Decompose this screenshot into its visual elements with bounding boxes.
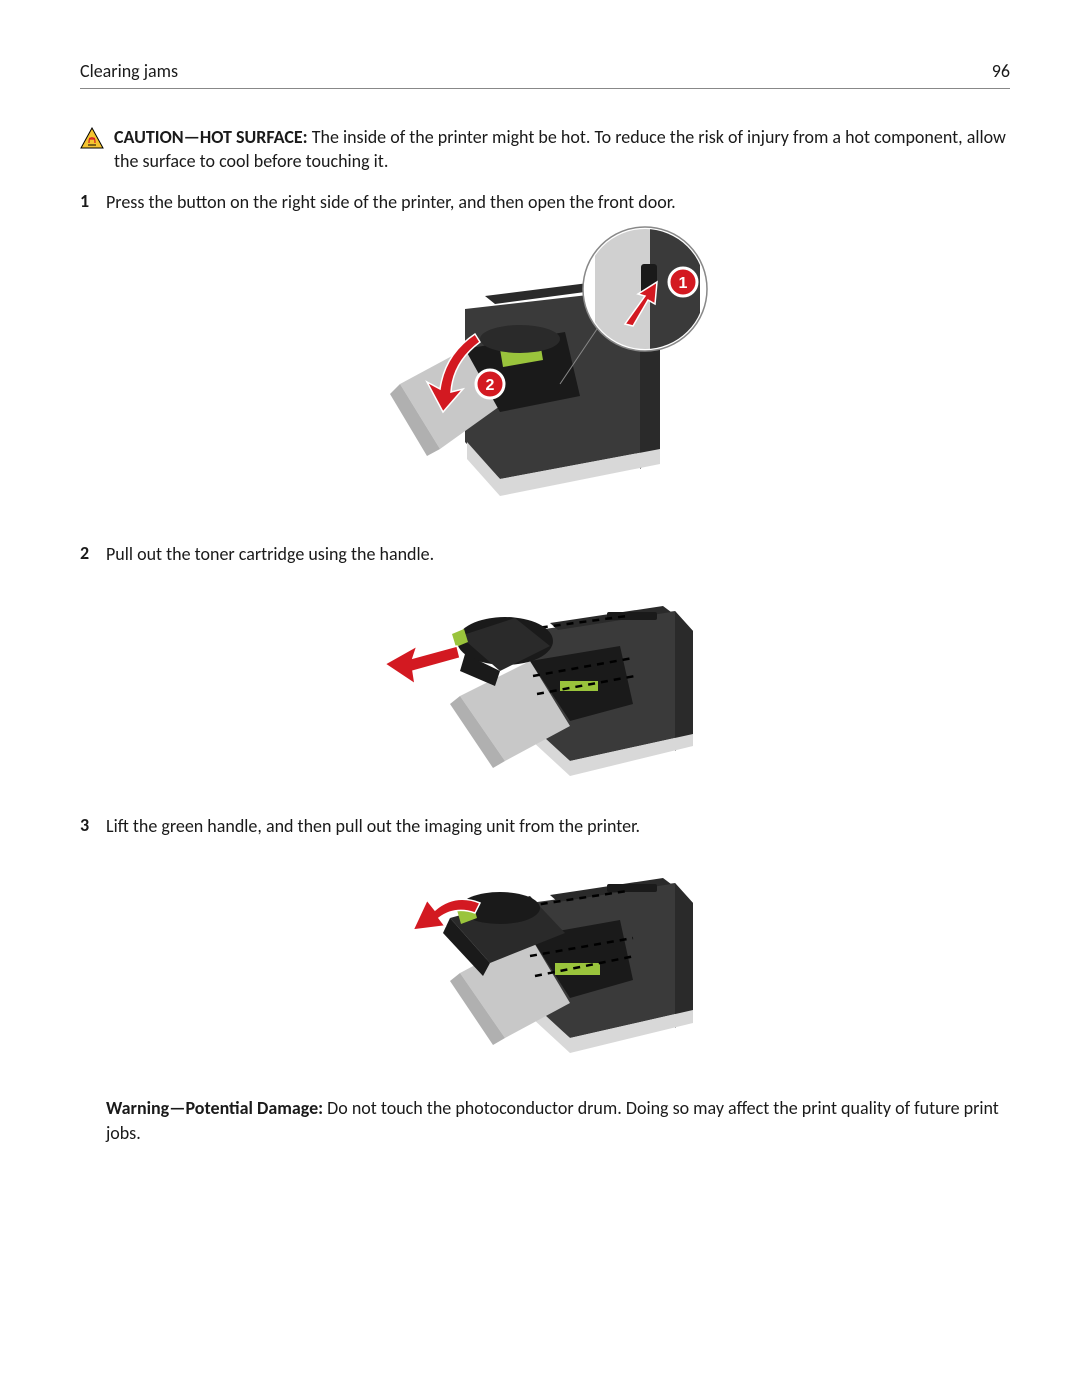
step-text: Pull out the toner cartridge using the h… xyxy=(106,542,434,566)
caution-hot-icon xyxy=(80,127,104,154)
figure-1: 1 2 xyxy=(80,224,1010,514)
figure-3 xyxy=(80,848,1010,1068)
step-2: 2 Pull out the toner cartridge using the… xyxy=(80,542,1010,566)
figure-2 xyxy=(80,576,1010,786)
caution-block: CAUTION—HOT SURFACE: The inside of the p… xyxy=(80,125,1010,174)
warning-block: Warning—Potential Damage: Do not touch t… xyxy=(106,1096,1010,1145)
step-3: 3 Lift the green handle, and then pull o… xyxy=(80,814,1010,838)
step-number: 3 xyxy=(80,814,94,836)
step-text: Lift the green handle, and then pull out… xyxy=(106,814,640,838)
warning-bold: Warning—Potential Damage: xyxy=(106,1097,323,1119)
page-header: Clearing jams 96 xyxy=(80,60,1010,89)
header-title: Clearing jams xyxy=(80,60,178,82)
step-text: Press the button on the right side of th… xyxy=(106,190,676,214)
svg-text:1: 1 xyxy=(679,275,688,292)
step-number: 1 xyxy=(80,190,94,212)
document-page: Clearing jams 96 CAUTION—HOT SURFACE: Th… xyxy=(0,0,1080,1225)
step-number: 2 xyxy=(80,542,94,564)
svg-text:2: 2 xyxy=(486,377,495,394)
step-1: 1 Press the button on the right side of … xyxy=(80,190,1010,214)
caution-bold: CAUTION—HOT SURFACE: xyxy=(114,126,308,148)
header-page-number: 96 xyxy=(992,60,1010,82)
caution-text: CAUTION—HOT SURFACE: The inside of the p… xyxy=(114,125,1010,174)
